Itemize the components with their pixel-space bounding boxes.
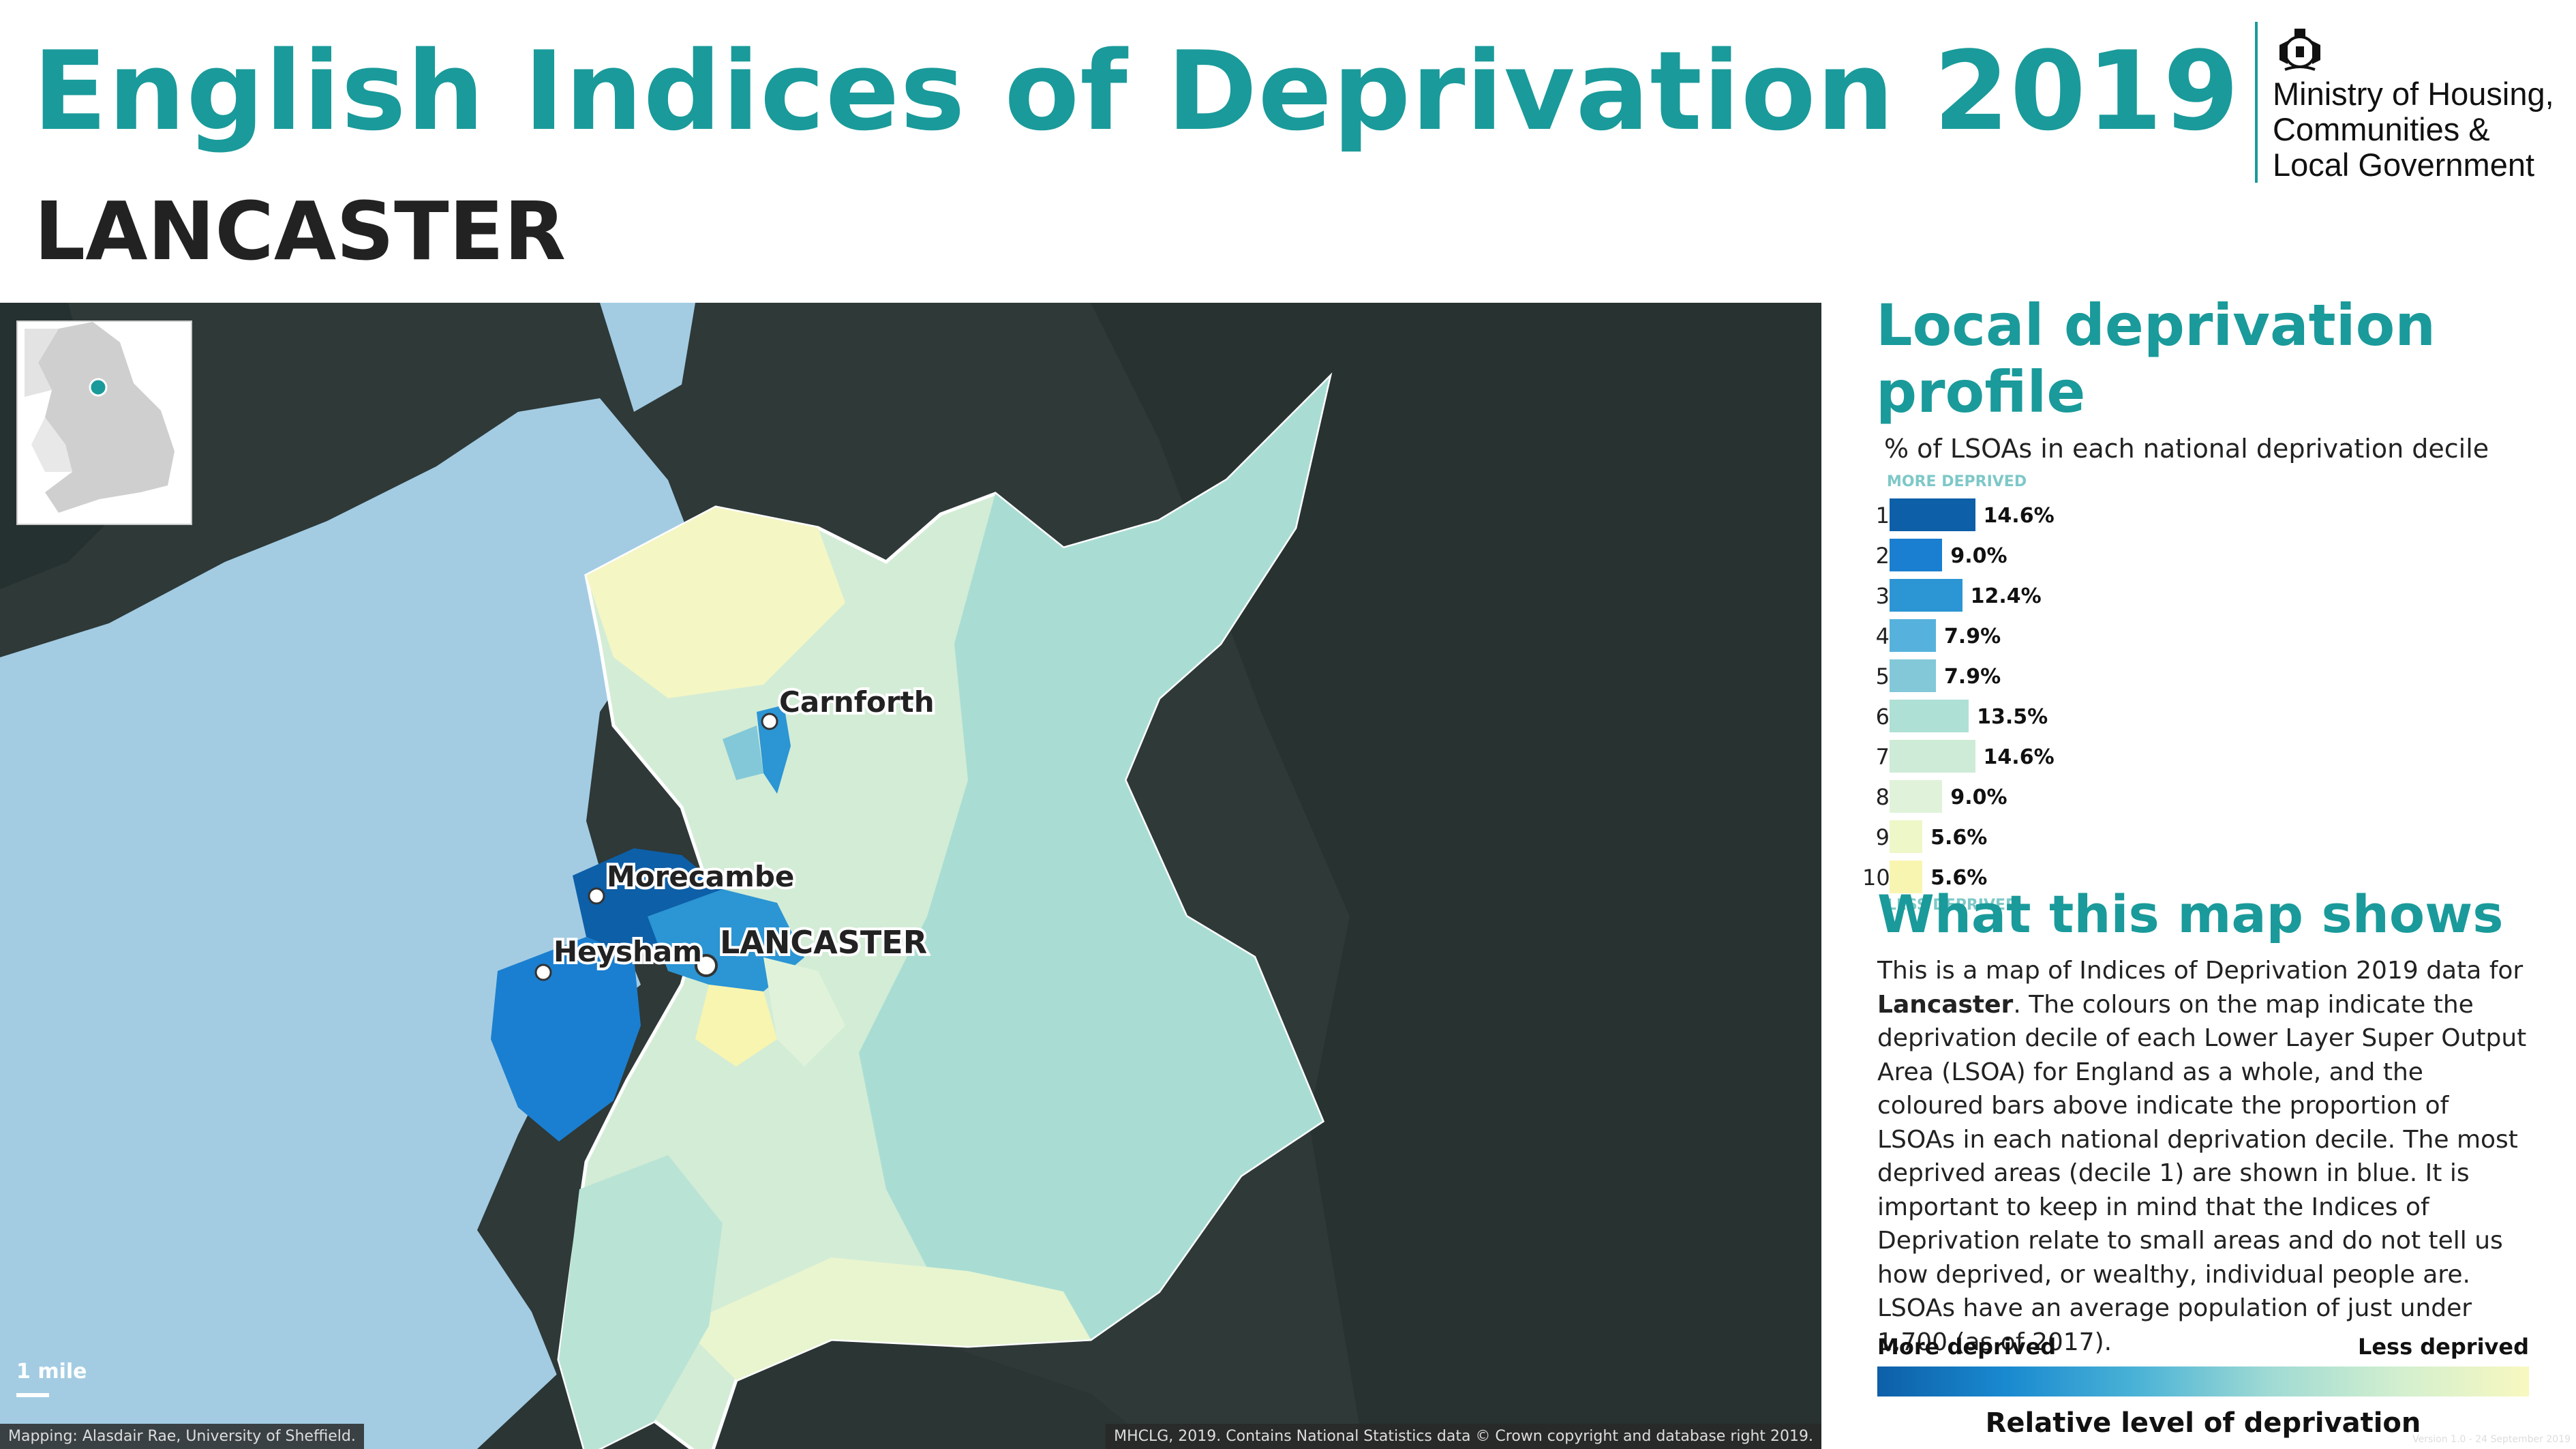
decile-number: 1 (1875, 503, 1890, 528)
deprivation-profile: Local deprivation profile % of LSOAs in … (1862, 292, 2558, 914)
less-deprived-tag: LESS DEPRIVED (1887, 897, 2018, 914)
decile-percent-label: 13.5% (1977, 705, 2048, 729)
more-deprived-tag: MORE DEPRIVED (1887, 473, 2027, 490)
legend-more-label: More deprived (1877, 1334, 2057, 1360)
decile-bar (1890, 498, 1975, 531)
morecambe-label: Morecambe (607, 860, 794, 893)
decile-bar (1890, 700, 1969, 732)
decile-percent-label: 5.6% (1930, 866, 1988, 890)
heysham-marker (534, 963, 552, 981)
decile-row-9: 9 5.6% (1876, 816, 2558, 856)
decile-number: 2 (1875, 543, 1890, 569)
logo-line-3: Local Government (2273, 147, 2535, 183)
decile-bar (1890, 539, 1943, 571)
decile-row-5: 5 7.9% (1876, 655, 2558, 696)
color-legend: More deprived Less deprived Relative lev… (1877, 1334, 2529, 1439)
decile-row-4: 4 7.9% (1876, 615, 2558, 655)
decile-number: 4 (1875, 623, 1890, 649)
england-inset-map (16, 320, 192, 525)
morecambe-marker (588, 887, 605, 905)
decile-bar (1890, 579, 1963, 612)
decile-number: 8 (1875, 784, 1890, 810)
map-explanation: What this map shows This is a map of Ind… (1877, 884, 2532, 1359)
decile-percent-label: 5.6% (1930, 826, 1988, 850)
map-canvas: Carnforth Morecambe Heysham LANCASTER (0, 303, 1821, 1449)
heysham-label: Heysham (554, 935, 702, 968)
mapping-credit: Mapping: Alasdair Rae, University of She… (0, 1424, 364, 1449)
decile-row-1: 1 14.6% (1876, 494, 2558, 535)
decile-bar (1890, 659, 1936, 692)
decile-row-2: 2 9.0% (1876, 535, 2558, 575)
decile-row-7: 7 14.6% (1876, 736, 2558, 776)
decile-percent-label: 14.6% (1983, 504, 2055, 528)
decile-number: 5 (1875, 663, 1890, 689)
decile-percent-label: 7.9% (1943, 625, 2001, 648)
decile-number: 3 (1875, 583, 1890, 609)
area-name: LANCASTER (34, 184, 566, 278)
decile-percent-label: 7.9% (1943, 665, 2001, 689)
heysham-area (491, 937, 641, 1141)
legend-less-label: Less deprived (2357, 1334, 2529, 1360)
decile-number: 6 (1875, 704, 1890, 730)
ministry-logo: Ministry of Housing, Communities & Local… (2255, 22, 2555, 185)
decile-row-10: 10 5.6% (1862, 856, 2558, 897)
decile-percent-label: 9.0% (1950, 544, 2007, 568)
decile-bar (1890, 820, 1923, 853)
inset-svg (25, 322, 175, 513)
profile-subtitle: % of LSOAs in each national deprivation … (1884, 434, 2489, 464)
explanation-text: This is a map of Indices of Deprivation … (1877, 957, 2527, 1356)
data-credit: MHCLG, 2019. Contains National Statistic… (1106, 1424, 1821, 1449)
decile-row-8: 8 9.0% (1876, 776, 2558, 816)
legend-gradient (1877, 1366, 2529, 1396)
decile-row-3: 3 12.4% (1876, 575, 2558, 615)
location-marker-icon (89, 378, 108, 397)
scale-bar: 1 mile (16, 1360, 87, 1397)
decile-bar (1890, 861, 1923, 893)
legend-caption: Relative level of deprivation (1985, 1407, 2421, 1439)
decile-bar (1890, 780, 1943, 813)
decile-number: 10 (1862, 865, 1890, 891)
scale-line (16, 1393, 49, 1397)
logo-line-2: Communities & (2273, 111, 2490, 147)
scale-label: 1 mile (16, 1360, 87, 1384)
decile-bar (1890, 740, 1975, 773)
page-title: English Indices of Deprivation 2019 (33, 27, 2240, 155)
decile-percent-label: 14.6% (1983, 745, 2055, 769)
carnforth-marker (761, 713, 778, 730)
decile-number: 7 (1875, 744, 1890, 770)
explanation-title: What this map shows (1877, 884, 2504, 944)
decile-number: 9 (1875, 824, 1890, 850)
morecambe-bay-sea (0, 398, 702, 1449)
decile-bar-chart: 1 14.6% 2 9.0% 3 12.4% 4 7.9% 5 7.9% 6 13.5% 7 14.6% 8… (1862, 494, 2558, 897)
logo-line-1: Ministry of Housing, (2273, 76, 2554, 112)
royal-crest-icon (2279, 29, 2320, 71)
logo-rule (2255, 22, 2258, 183)
lancaster-marker (695, 954, 718, 977)
version-note: Version 1.0 - 24 September 2019 (2412, 1434, 2571, 1445)
carnforth-label: Carnforth (779, 685, 935, 719)
profile-title: Local deprivation profile (1876, 292, 2436, 425)
deprivation-map[interactable]: Carnforth Morecambe Heysham LANCASTER 1 … (0, 303, 1821, 1449)
decile-bar (1890, 619, 1936, 652)
decile-percent-label: 12.4% (1970, 584, 2042, 608)
decile-row-6: 6 13.5% (1876, 696, 2558, 736)
decile-percent-label: 9.0% (1950, 786, 2007, 809)
lancaster-label: LANCASTER (720, 924, 927, 961)
